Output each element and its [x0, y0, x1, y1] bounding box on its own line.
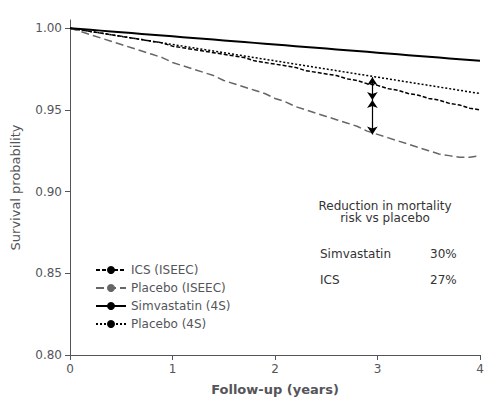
- svg-text:Simvastatin: Simvastatin: [320, 247, 391, 261]
- svg-text:1.00: 1.00: [35, 21, 62, 35]
- svg-text:Reduction in mortality: Reduction in mortality: [318, 199, 452, 213]
- svg-text:0.90: 0.90: [35, 185, 62, 199]
- svg-text:2: 2: [271, 362, 279, 376]
- svg-text:risk vs placebo: risk vs placebo: [340, 211, 430, 225]
- svg-text:Survival probability: Survival probability: [8, 124, 23, 250]
- svg-text:ICS (ISEEC): ICS (ISEEC): [131, 263, 198, 277]
- svg-text:27%: 27%: [430, 273, 457, 287]
- svg-text:Simvastatin (4S): Simvastatin (4S): [131, 299, 230, 313]
- svg-text:Placebo (4S): Placebo (4S): [131, 317, 206, 331]
- svg-text:3: 3: [374, 362, 382, 376]
- svg-text:0.85: 0.85: [35, 266, 62, 280]
- svg-text:0: 0: [66, 362, 74, 376]
- svg-text:ICS: ICS: [320, 273, 340, 287]
- svg-text:1: 1: [169, 362, 177, 376]
- svg-text:Follow-up (years): Follow-up (years): [211, 382, 339, 397]
- svg-text:Placebo (ISEEC): Placebo (ISEEC): [131, 281, 226, 295]
- svg-text:30%: 30%: [430, 247, 457, 261]
- svg-text:0.95: 0.95: [35, 103, 62, 117]
- svg-text:4: 4: [476, 362, 484, 376]
- svg-text:0.80: 0.80: [35, 348, 62, 362]
